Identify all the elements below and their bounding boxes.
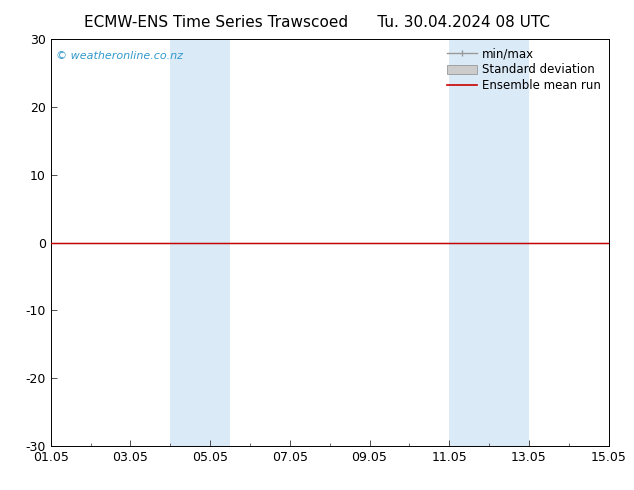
Text: © weatheronline.co.nz: © weatheronline.co.nz (56, 51, 183, 61)
Legend: min/max, Standard deviation, Ensemble mean run: min/max, Standard deviation, Ensemble me… (445, 45, 603, 95)
Text: ECMW-ENS Time Series Trawscoed      Tu. 30.04.2024 08 UTC: ECMW-ENS Time Series Trawscoed Tu. 30.04… (84, 15, 550, 30)
Bar (171, 39, 230, 446)
Bar (450, 39, 529, 446)
